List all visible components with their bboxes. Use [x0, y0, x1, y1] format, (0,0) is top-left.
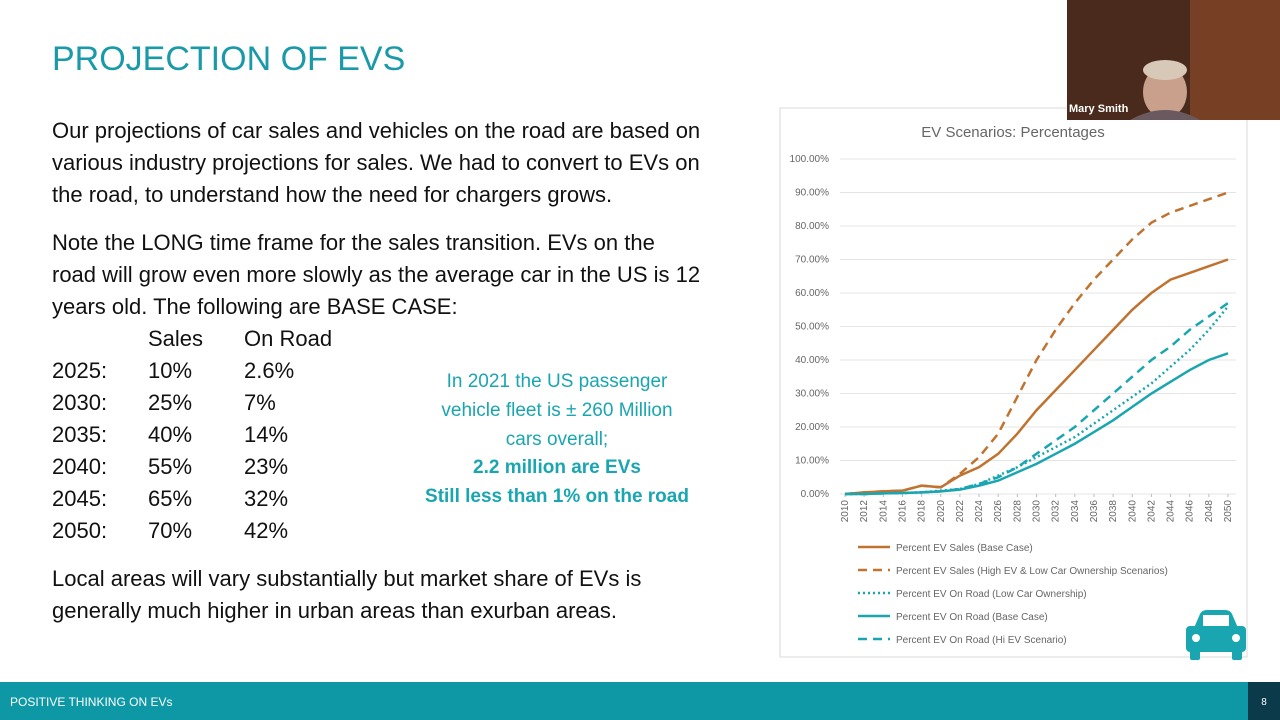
table-cell: 65% — [148, 486, 192, 511]
series-line — [845, 302, 1229, 496]
table-cell: 2.6% — [244, 358, 294, 383]
x-tick-label: 2036 — [1089, 500, 1100, 523]
slide-title: PROJECTION OF EVS — [52, 40, 405, 78]
paragraph-line: Our projections of car sales and vehicle… — [52, 118, 700, 143]
paragraph-line: various industry projections for sales. … — [52, 150, 700, 175]
legend-label: Percent EV Sales (High EV & Low Car Owne… — [896, 566, 1168, 577]
y-tick-label: 70.00% — [795, 255, 829, 266]
table-cell: 23% — [244, 454, 288, 479]
x-tick-label: 2022 — [955, 500, 966, 523]
page-number: 8 — [1261, 697, 1267, 708]
x-tick-label: 2026 — [993, 500, 1004, 523]
table-cell: 55% — [148, 454, 192, 479]
table-cell: 42% — [244, 518, 288, 543]
paragraph-line: road will grow even more slowly as the a… — [52, 262, 700, 287]
y-tick-label: 20.00% — [795, 422, 829, 433]
legend-label: Percent EV On Road (Base Case) — [896, 612, 1048, 623]
table-cell: 32% — [244, 486, 288, 511]
x-tick-label: 2034 — [1070, 500, 1081, 523]
participant-name: Mary Smith — [1069, 103, 1129, 115]
x-tick-label: 2010 — [840, 500, 851, 523]
x-tick-label: 2024 — [974, 500, 985, 523]
table-header: On Road — [244, 326, 332, 351]
x-tick-label: 2050 — [1223, 500, 1234, 523]
x-tick-label: 2016 — [897, 500, 908, 523]
x-tick-label: 2012 — [859, 500, 870, 523]
x-tick-label: 2030 — [1032, 500, 1043, 523]
table-cell: 2025: — [52, 358, 107, 383]
callout-line: vehicle fleet is ± 260 Million — [441, 400, 672, 421]
x-tick-label: 2048 — [1204, 500, 1215, 523]
x-tick-label: 2032 — [1051, 500, 1062, 523]
y-tick-label: 100.00% — [790, 154, 830, 165]
x-tick-label: 2042 — [1146, 500, 1157, 523]
y-tick-label: 60.00% — [795, 288, 829, 299]
page-number-box — [1248, 682, 1280, 720]
paragraph-line: years old. The following are BASE CASE: — [52, 294, 458, 319]
legend-label: Percent EV On Road (Hi EV Scenario) — [896, 635, 1067, 646]
paragraph-line: the road, to understand how the need for… — [52, 182, 612, 207]
x-tick-label: 2028 — [1012, 500, 1023, 523]
paragraph-line: Note the LONG time frame for the sales t… — [52, 230, 655, 255]
series-line — [844, 191, 1229, 496]
legend-label: Percent EV On Road (Low Car Ownership) — [896, 589, 1087, 600]
x-tick-label: 2020 — [936, 500, 947, 523]
x-tick-label: 2018 — [917, 500, 928, 523]
table-cell: 14% — [244, 422, 288, 447]
table-cell: 70% — [148, 518, 192, 543]
table-cell: 2035: — [52, 422, 107, 447]
callout-bold-line: 2.2 million are EVs — [473, 457, 641, 478]
table-cell: 40% — [148, 422, 192, 447]
footer-text: POSITIVE THINKING ON EVs — [10, 695, 172, 709]
x-tick-label: 2014 — [878, 500, 889, 523]
table-cell: 25% — [148, 390, 192, 415]
x-tick-label: 2044 — [1166, 500, 1177, 523]
legend-label: Percent EV Sales (Base Case) — [896, 543, 1033, 554]
callout-bold-line: Still less than 1% on the road — [425, 486, 689, 507]
paragraph-line: generally much higher in urban areas tha… — [52, 598, 617, 623]
table-cell: 2050: — [52, 518, 107, 543]
x-tick-label: 2046 — [1185, 500, 1196, 523]
x-tick-label: 2040 — [1127, 500, 1138, 523]
y-tick-label: 0.00% — [801, 489, 829, 500]
car-icon — [1186, 610, 1246, 660]
video-tile: Mary Smith — [1067, 0, 1280, 120]
y-tick-label: 30.00% — [795, 389, 829, 400]
paragraph-line: Local areas will vary substantially but … — [52, 566, 641, 591]
table-cell: 10% — [148, 358, 192, 383]
table-header: Sales — [148, 326, 203, 351]
callout-line: In 2021 the US passenger — [447, 371, 668, 392]
y-tick-label: 40.00% — [795, 355, 829, 366]
x-tick-label: 2038 — [1108, 500, 1119, 523]
y-tick-label: 90.00% — [795, 188, 829, 199]
table-cell: 7% — [244, 390, 276, 415]
y-tick-label: 80.00% — [795, 221, 829, 232]
y-tick-label: 50.00% — [795, 322, 829, 333]
table-cell: 2040: — [52, 454, 107, 479]
callout-line: cars overall; — [506, 429, 608, 450]
chart-title: EV Scenarios: Percentages — [921, 124, 1104, 141]
y-tick-label: 10.00% — [795, 456, 829, 467]
footer-bar — [0, 682, 1280, 720]
table-cell: 2045: — [52, 486, 107, 511]
table-cell: 2030: — [52, 390, 107, 415]
